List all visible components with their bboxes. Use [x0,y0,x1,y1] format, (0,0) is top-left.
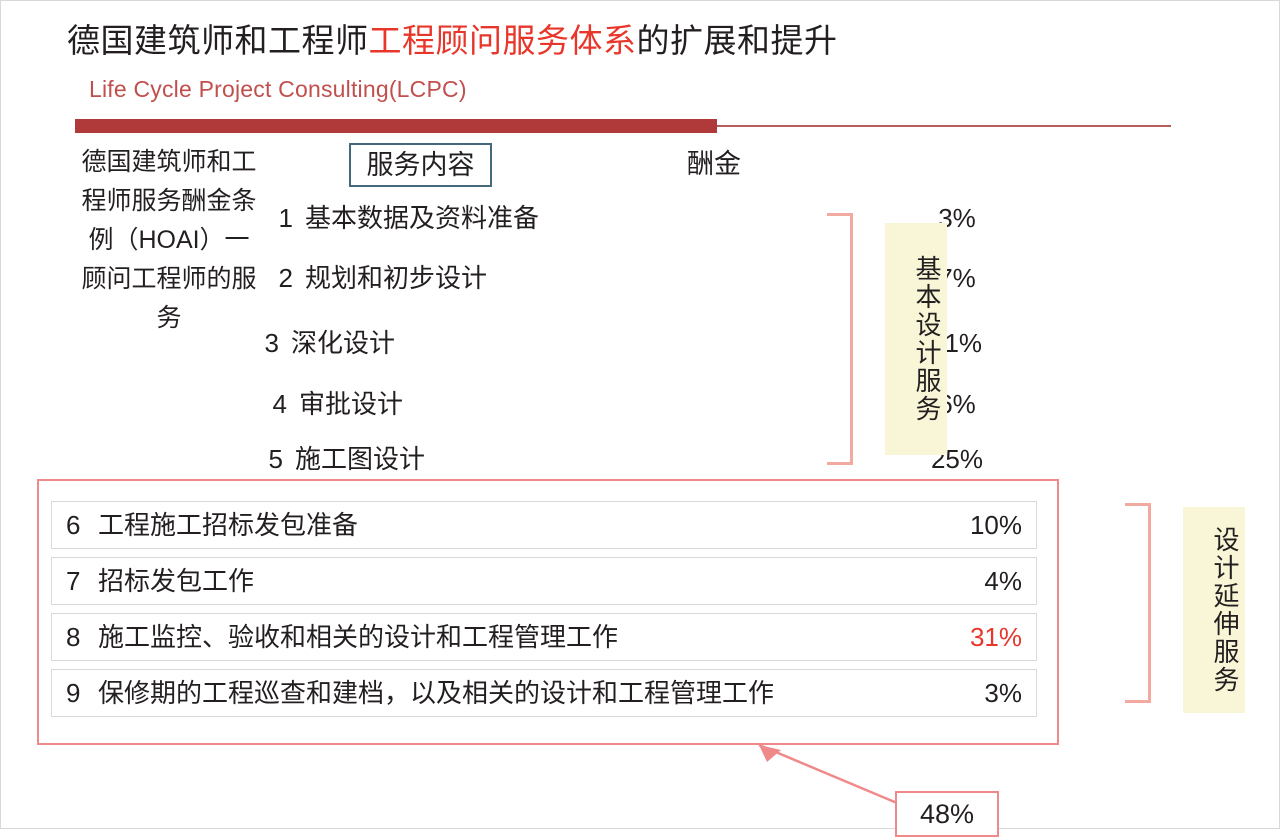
row-number: 2 [278,263,293,293]
callout-total-percent: 48% [895,791,999,837]
row-text: 审批设计 [299,389,404,419]
row-number: 9 [66,678,81,708]
row-percent: 4% [984,566,1022,596]
bracket-basic-services [827,213,853,465]
row-number: 5 [268,444,283,474]
row-text: 施工图设计 [295,444,426,474]
note-extended-services: 设计延伸服务 [1183,507,1245,713]
table-row: 3 深化设计 11% [253,321,983,366]
row-text: 深化设计 [291,328,396,358]
title-part-2: 的扩展和提升 [636,22,838,59]
table-row: 8 施工监控、验收和相关的设计和工程管理工作 31% [51,613,1037,661]
row-text: 规划和初步设计 [305,263,488,293]
table-row: 7 招标发包工作 4% [51,557,1037,605]
column-header-service: 服务内容 [349,143,492,187]
row-percent: 31% [969,622,1022,652]
page-subtitle: Life Cycle Project Consulting(LCPC) [89,76,467,102]
row-text: 招标发包工作 [98,566,255,596]
table-row: 5 施工图设计 25% [257,437,983,482]
table-row: 6 工程施工招标发包准备 10% [51,501,1037,549]
left-description-label: 德国建筑师和工程师服务酬金条例（HOAI）一顾问工程师的服务 [81,148,257,332]
row-number: 8 [66,622,81,652]
table-row: 1 基本数据及资料准备 3% [267,196,976,241]
row-percent: 10% [969,510,1022,540]
bracket-extended-services [1125,503,1151,703]
extended-services-group-box [37,479,1059,745]
table-row: 9 保修期的工程巡查和建档，以及相关的设计和工程管理工作 3% [51,669,1037,717]
callout-arrow-icon [758,743,898,805]
row-text: 基本数据及资料准备 [305,203,540,233]
page-title: 德国建筑师和工程师工程顾问服务体系的扩展和提升 [67,19,838,63]
row-text: 工程施工招标发包准备 [98,510,359,540]
row-number: 1 [278,203,293,233]
row-percent: 3% [984,678,1022,708]
row-number: 3 [264,328,279,358]
row-text: 保修期的工程巡查和建档，以及相关的设计和工程管理工作 [98,678,775,708]
divider-thick-bar [75,119,717,133]
note-basic-services: 基本设计服务 [885,223,947,455]
table-row: 2 规划和初步设计 7% [267,256,976,301]
title-part-1: 德国建筑师和工程师 [67,22,369,59]
table-row: 4 审批设计 6% [261,382,976,427]
row-text: 施工监控、验收和相关的设计和工程管理工作 [98,622,619,652]
title-accent: 工程顾问服务体系 [368,22,637,59]
column-header-fee: 酬金 [687,149,741,179]
row-number: 4 [272,389,287,419]
row-number: 7 [66,566,81,596]
row-number: 6 [66,510,81,540]
